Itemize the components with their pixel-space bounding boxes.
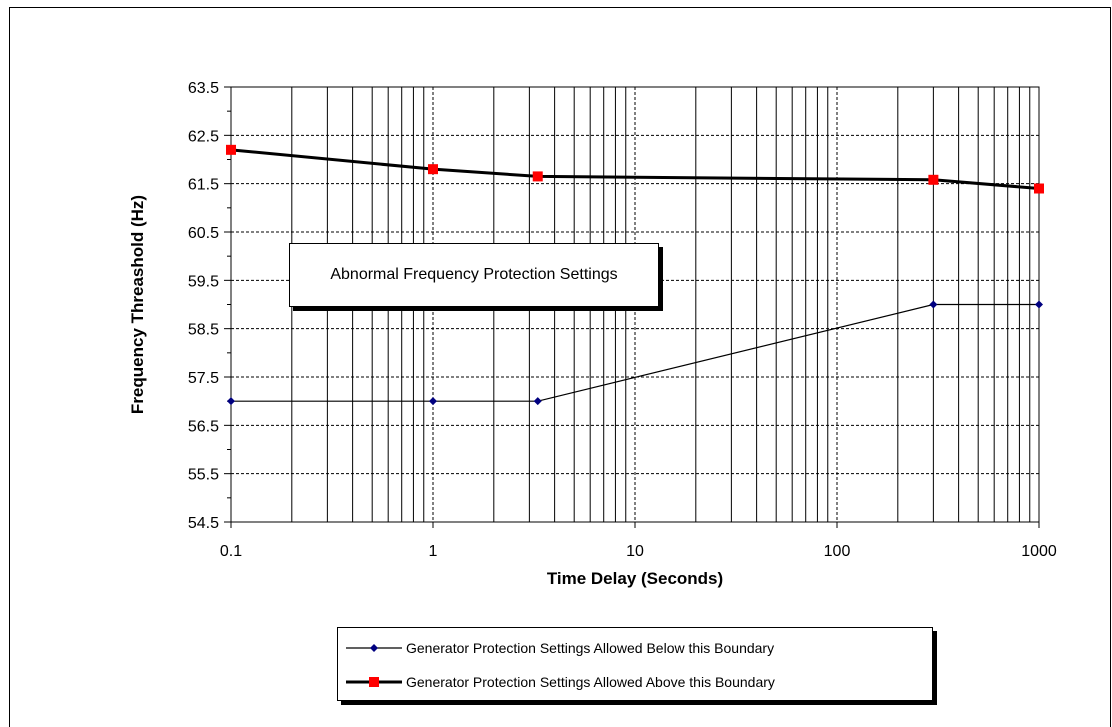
y-tick-label: 60.5 [188, 225, 219, 242]
legend-swatch-below [346, 644, 402, 652]
y-tick-label: 57.5 [188, 370, 219, 387]
legend-label-below: Generator Protection Settings Allowed Be… [406, 640, 775, 656]
annotation-box: Abnormal Frequency Protection Settings [289, 243, 659, 307]
series-above-point [532, 171, 543, 182]
series-above-point [428, 164, 438, 175]
y-tick-label: 62.5 [188, 128, 219, 145]
grid-lines [224, 86, 1040, 528]
series-above-point [1034, 183, 1044, 194]
x-tick-label: 10 [626, 543, 644, 560]
legend-label-above: Generator Protection Settings Allowed Ab… [406, 674, 775, 690]
series-below-point [429, 397, 437, 406]
legend-item-above: Generator Protection Settings Allowed Ab… [346, 672, 775, 692]
series-below-point [227, 397, 235, 406]
series-below-point [1035, 300, 1043, 309]
y-tick-label: 59.5 [188, 273, 219, 290]
x-tick-label: 1000 [1021, 543, 1057, 560]
legend-item-below: Generator Protection Settings Allowed Be… [346, 638, 774, 658]
series-above-point [226, 144, 236, 155]
x-tick-label: 0.1 [220, 543, 242, 560]
chart-frame [9, 7, 1111, 727]
x-tick-label: 1 [429, 543, 438, 560]
x-tick-label: 100 [824, 543, 851, 560]
series-below-point [533, 397, 542, 406]
tick-labels: 54.5 55.5 56.5 57.5 58.5 59.5 60.5 61.5 62.5 63.5… [188, 80, 1057, 560]
series-below-point [929, 300, 938, 309]
annotation-text: Abnormal Frequency Protection Settings [330, 266, 618, 283]
legend: Generator Protection Settings Allowed Be… [337, 627, 933, 701]
legend-swatch-above [346, 677, 402, 687]
y-tick-label: 54.5 [188, 515, 219, 532]
y-tick-label: 55.5 [188, 467, 219, 484]
y-tick-label: 56.5 [188, 418, 219, 435]
y-tick-label: 61.5 [188, 177, 219, 194]
y-tick-label: 58.5 [188, 322, 219, 339]
series-group [226, 144, 1044, 406]
y-tick-label: 63.5 [188, 80, 219, 97]
series-above-point [928, 174, 939, 185]
y-axis-title: Frequency Threashold (Hz) [128, 195, 147, 414]
x-axis-title: Time Delay (Seconds) [547, 569, 723, 588]
